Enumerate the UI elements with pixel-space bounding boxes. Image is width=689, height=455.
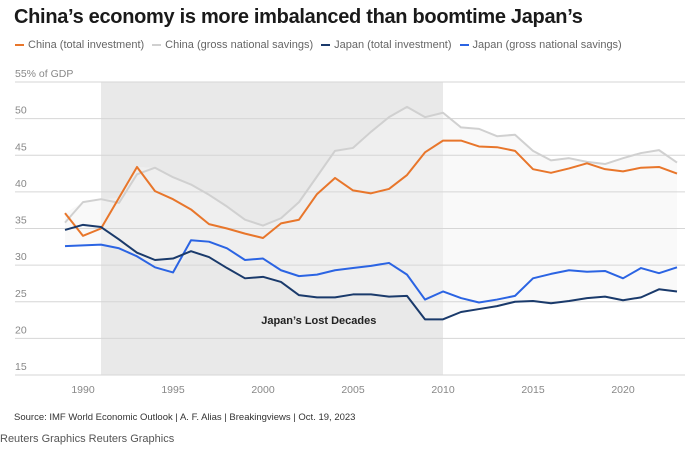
x-tick-label-2010: 2010 [431,384,455,396]
y-tick-label-50: 50 [15,105,27,117]
legend-item-japan-investment: Japan (total investment) [321,39,452,51]
legend-label: China (gross national savings) [165,39,314,51]
series-line-japan-gross-national-savings [64,239,678,304]
y-tick-label-55: 55% of GDP [15,68,73,80]
series-line-china-total-investment [64,139,678,240]
x-tick-label-2005: 2005 [341,384,365,396]
legend-swatch-japan-investment [321,44,331,46]
legend: China (total investment) China (gross na… [15,39,622,51]
legend-label: China (total investment) [28,39,145,51]
legend-swatch-china-savings [152,44,162,46]
legend-item-japan-savings: Japan (gross national savings) [459,39,622,51]
y-tick-label-35: 35 [15,215,27,227]
y-tick-label-30: 30 [15,251,27,263]
annotation-lost-decades: Japan’s Lost Decades [261,315,376,327]
chart-title: China’s economy is more imbalanced than … [14,6,583,28]
y-tick-label-20: 20 [15,324,27,336]
x-tick-label-2015: 2015 [521,384,545,396]
legend-label: Japan (total investment) [334,39,452,51]
y-tick-label-40: 40 [15,178,27,190]
x-tick-label-2000: 2000 [251,384,275,396]
x-tick-label-1990: 1990 [71,384,95,396]
x-tick-label-1995: 1995 [161,384,185,396]
legend-swatch-china-investment [15,44,24,46]
source-note: Source: IMF World Economic Outlook | A. … [14,412,356,423]
legend-swatch-japan-savings [459,44,469,46]
series-line-china-gross-national-savings [64,105,678,227]
series-line-japan-total-investment [64,223,678,321]
legend-label: Japan (gross national savings) [472,39,622,51]
credit-line: Reuters Graphics Reuters Graphics [0,433,175,445]
y-tick-label-15: 15 [15,361,27,373]
legend-item-china-savings: China (gross national savings) [152,39,313,51]
y-tick-label-25: 25 [15,288,27,300]
y-tick-label-45: 45 [15,141,27,153]
x-tick-label-2020: 2020 [611,384,635,396]
legend-item-china-investment: China (total investment) [15,39,144,51]
